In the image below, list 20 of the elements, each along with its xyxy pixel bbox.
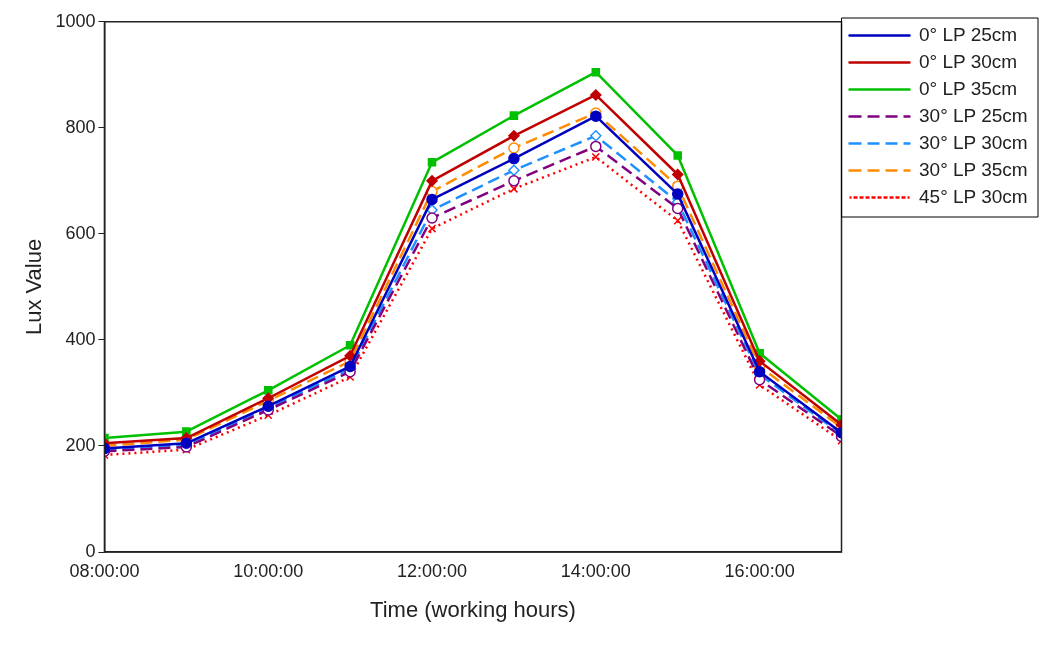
x-tick-label: 12:00:00 (396, 560, 468, 581)
legend-label: 0° LP 35cm (919, 77, 1018, 99)
legend-label: 30° LP 30cm (919, 131, 1028, 153)
legend-label: 30° LP 25cm (919, 104, 1028, 126)
y-tick-label: 1000 (55, 10, 96, 31)
x-tick-label: 08:00:00 (69, 560, 140, 581)
y-tick-label: 800 (65, 116, 96, 137)
y-tick-label: 0 (85, 540, 96, 561)
legend-label: 45° LP 30cm (919, 185, 1028, 207)
y-tick-label: 400 (65, 328, 96, 349)
x-tick-label: 16:00:00 (724, 560, 795, 581)
x-tick-label: 10:00:00 (233, 560, 304, 581)
x-axis-title: Time (working hours) (370, 596, 576, 622)
legend-label: 0° LP 25cm (919, 23, 1018, 45)
legend-label: 30° LP 35cm (919, 158, 1028, 180)
x-tick-label: 14:00:00 (560, 560, 631, 581)
y-axis-title: Lux Value (21, 238, 47, 336)
y-tick-label: 600 (65, 222, 96, 243)
y-tick-label: 200 (65, 434, 96, 455)
legend-label: 0° LP 30cm (919, 50, 1018, 72)
